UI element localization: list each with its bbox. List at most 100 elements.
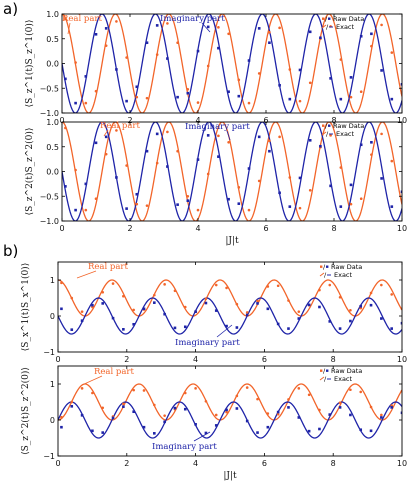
raw-point-imaginary: [369, 303, 373, 307]
exact-curve-imaginary: [62, 14, 402, 113]
annotation-arrow-real: [81, 375, 103, 386]
raw-point-real: [266, 412, 270, 415]
x-tick-label: 10: [397, 224, 407, 233]
x-tick-label: 4: [193, 355, 198, 364]
raw-point-real: [276, 412, 280, 416]
y-tick-label: −0.5: [40, 192, 59, 201]
raw-point-imaginary: [237, 202, 241, 205]
x-tick-label: 6: [262, 355, 267, 364]
raw-point-imaginary: [206, 25, 210, 29]
raw-point-real: [370, 153, 373, 156]
x-tick-label: 0: [55, 459, 60, 468]
raw-point-real: [349, 388, 352, 392]
raw-point-imaginary: [111, 316, 115, 320]
raw-point-imaginary: [380, 177, 383, 180]
raw-point-real: [186, 194, 190, 198]
legend-marker-raw-real: [322, 124, 325, 127]
raw-point-imaginary: [349, 413, 352, 417]
raw-point-real: [217, 134, 220, 138]
raw-point-imaginary: [94, 33, 98, 36]
raw-point-real: [74, 168, 77, 172]
raw-point-imaginary: [319, 144, 322, 148]
raw-point-real: [276, 284, 280, 288]
raw-point-imaginary: [359, 428, 363, 432]
raw-point-imaginary: [173, 406, 177, 410]
raw-point-imaginary: [287, 327, 290, 330]
legend-exact-label: Exact: [334, 271, 353, 279]
raw-point-imaginary: [257, 27, 261, 30]
legend-slash: /: [325, 15, 328, 23]
x-tick-label: 0: [59, 116, 64, 125]
raw-point-imaginary: [227, 90, 230, 94]
x-tick-label: 8: [331, 355, 336, 364]
plot-area: [62, 14, 402, 113]
annotation-real-part: Real part: [62, 14, 102, 24]
raw-point-real: [369, 405, 373, 409]
raw-point-imaginary: [390, 205, 394, 208]
raw-point-imaginary: [328, 320, 332, 323]
y-tick-label: −0.5: [40, 84, 59, 93]
x-tick-label: 10: [397, 355, 407, 364]
y-axis-label: ⟨S_z^2(t)S_z^2(0)⟩: [20, 367, 31, 455]
annotation-real-part: Real part: [94, 367, 134, 377]
legend-line-exact-real: [321, 24, 327, 29]
legend-marker-raw-imaginary: [328, 124, 331, 127]
raw-point-real: [288, 68, 292, 71]
raw-point-real: [287, 299, 290, 302]
raw-point-real: [298, 206, 302, 210]
raw-point-real: [318, 408, 321, 412]
raw-point-imaginary: [145, 149, 149, 153]
y-tick-label: 1.0: [46, 118, 59, 127]
x-axis-label: |J|t: [223, 471, 237, 481]
raw-point-imaginary: [204, 301, 208, 305]
exact-curve-real: [58, 383, 402, 421]
exact-curve-imaginary: [62, 122, 402, 221]
raw-point-real: [183, 305, 187, 309]
raw-point-real: [101, 406, 105, 410]
legend-exact-label: Exact: [334, 375, 353, 383]
raw-point-imaginary: [135, 85, 139, 89]
raw-point-imaginary: [125, 207, 128, 210]
raw-point-imaginary: [349, 319, 352, 323]
raw-point-imaginary: [186, 91, 190, 95]
x-tick-label: 4: [195, 116, 200, 125]
raw-point-imaginary: [256, 431, 259, 434]
raw-point-real: [266, 285, 270, 288]
raw-point-imaginary: [298, 68, 302, 72]
annotation-arrow-imaginary: [201, 22, 211, 33]
raw-point-imaginary: [235, 326, 239, 329]
y-tick-label: −1.0: [40, 109, 59, 118]
x-tick-label: 2: [124, 355, 129, 364]
raw-point-real: [153, 293, 156, 297]
raw-point-real: [245, 311, 249, 314]
raw-point-imaginary: [70, 328, 74, 331]
raw-point-imaginary: [400, 190, 402, 194]
raw-point-imaginary: [125, 99, 128, 103]
raw-point-real: [115, 20, 118, 23]
raw-point-imaginary: [318, 427, 321, 431]
raw-point-imaginary: [64, 77, 67, 81]
raw-point-imaginary: [64, 185, 67, 188]
raw-point-imaginary: [84, 75, 88, 78]
raw-point-real: [94, 197, 98, 201]
raw-point-imaginary: [70, 405, 74, 408]
raw-point-imaginary: [122, 405, 125, 408]
raw-point-real: [328, 283, 332, 287]
x-axis-label: |J|t: [225, 236, 239, 246]
raw-point-imaginary: [115, 176, 118, 179]
raw-point-imaginary: [217, 46, 220, 50]
raw-point-real: [214, 283, 218, 287]
raw-point-imaginary: [318, 305, 321, 309]
annotation-imaginary-part: Imaginary part: [160, 14, 225, 24]
y-tick-label: −1: [43, 348, 55, 357]
raw-point-imaginary: [308, 139, 312, 142]
raw-point-real: [256, 299, 259, 303]
raw-point-imaginary: [186, 199, 190, 202]
legend-marker-raw-imaginary: [326, 369, 329, 372]
raw-point-imaginary: [247, 167, 251, 170]
raw-point-imaginary: [256, 302, 259, 305]
raw-point-real: [297, 310, 301, 313]
raw-point-imaginary: [111, 416, 115, 420]
annotation-imaginary-part: Imaginary part: [175, 338, 240, 348]
